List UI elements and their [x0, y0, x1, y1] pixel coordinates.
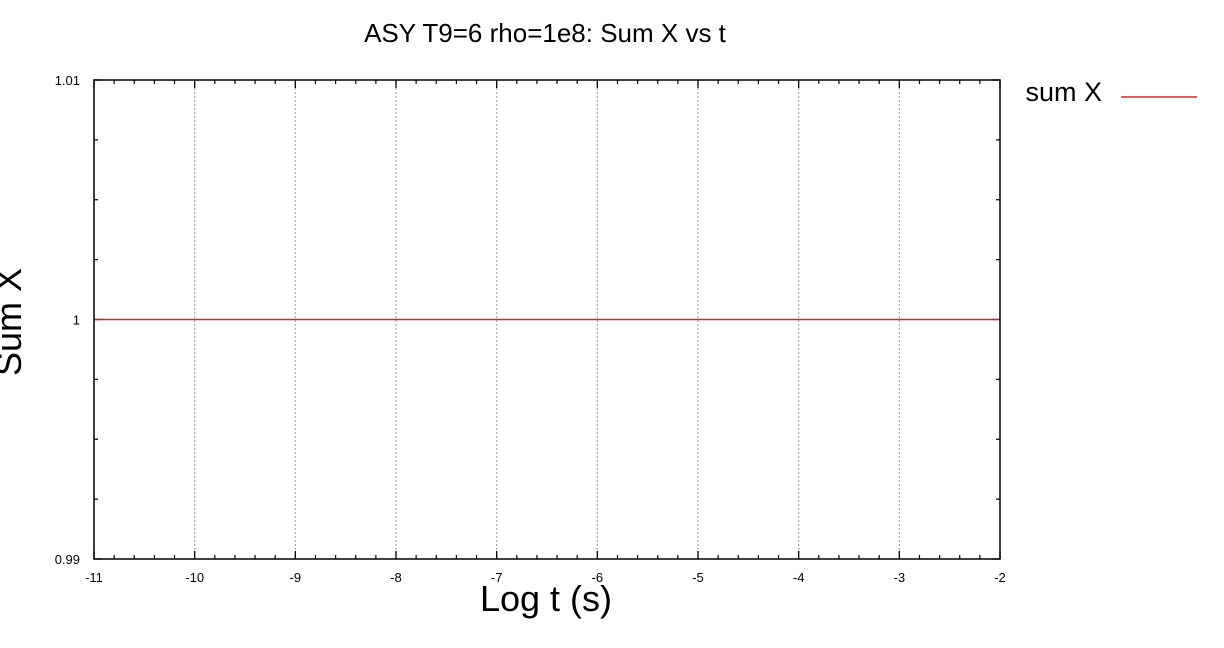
x-tick-label: -6	[592, 570, 604, 585]
y-tick-label: 1.01	[55, 73, 80, 88]
x-tick-label: -8	[390, 570, 402, 585]
x-axis-title: Log t (s)	[480, 578, 612, 619]
plot-frame	[93, 79, 1001, 560]
x-tick-label: -10	[185, 570, 204, 585]
x-tick-labels: -11 -10 -9 -8 -7 -6 -5 -4 -3 -2	[85, 570, 1006, 585]
y-axis-title: Sum X	[0, 268, 29, 376]
x-tick-label: -5	[692, 570, 704, 585]
x-tick-label: -3	[894, 570, 906, 585]
chart-title: ASY T9=6 rho=1e8: Sum X vs t	[364, 18, 727, 48]
y-tick-label: 0.99	[55, 552, 80, 567]
x-tick-label: -2	[994, 570, 1006, 585]
x-tick-label: -4	[793, 570, 805, 585]
legend-label: sum X	[1025, 77, 1102, 107]
y-tick-label: 1	[73, 313, 80, 328]
legend: sum X	[1025, 77, 1197, 107]
y-tick-labels: 0.99 1 1.01	[55, 73, 80, 567]
x-tick-label: -9	[290, 570, 302, 585]
x-tick-label: -7	[491, 570, 503, 585]
x-tick-label: -11	[85, 570, 103, 585]
